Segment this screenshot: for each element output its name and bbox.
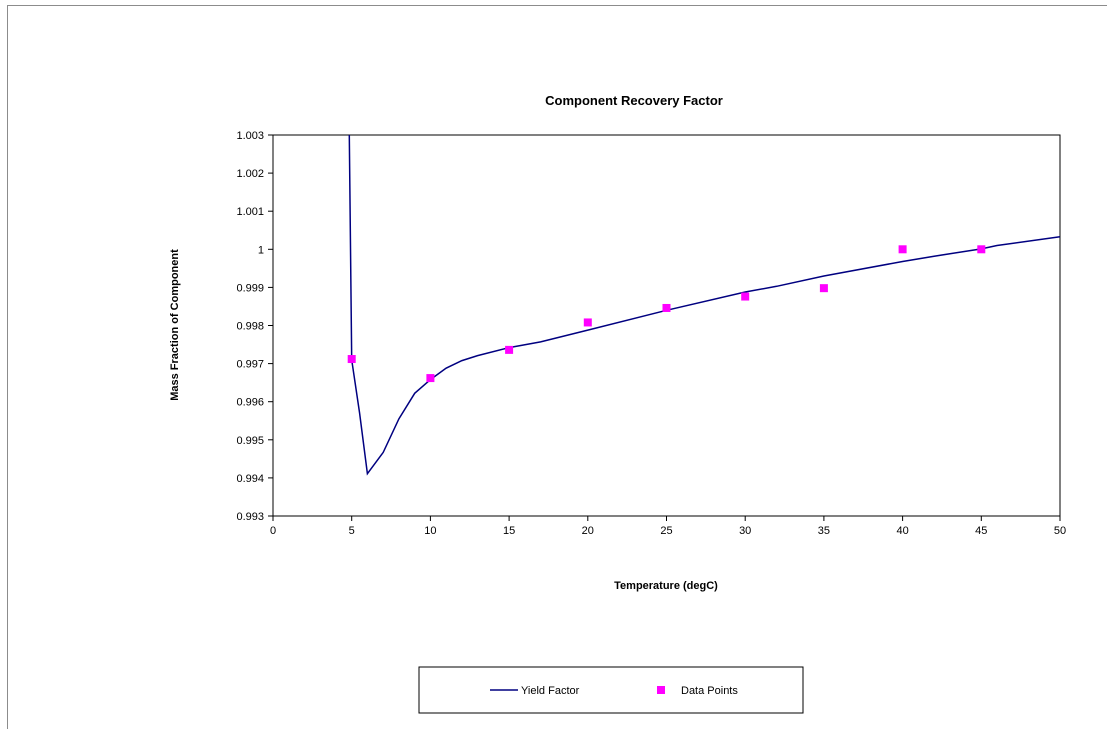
legend-marker-swatch <box>657 686 665 694</box>
y-tick-label: 0.995 <box>236 435 264 447</box>
x-tick-label: 35 <box>818 525 830 537</box>
y-tick-label: 0.998 <box>236 321 264 333</box>
legend: Yield Factor Data Points <box>418 666 804 714</box>
y-tick-label: 0.993 <box>236 511 264 523</box>
chart-title: Component Recovery Factor <box>545 93 723 108</box>
x-tick-label: 0 <box>270 525 276 537</box>
data-point <box>505 345 514 354</box>
data-point <box>819 284 828 293</box>
x-axis-title: Temperature (degC) <box>614 580 718 592</box>
data-point <box>977 245 986 254</box>
y-tick-label: 1.003 <box>236 130 264 142</box>
x-tick-label: 30 <box>739 525 751 537</box>
x-tick-label: 40 <box>896 525 908 537</box>
y-tick-label: 1.002 <box>236 168 264 180</box>
legend-label-yield-factor: Yield Factor <box>521 685 580 697</box>
data-point <box>662 303 671 312</box>
y-tick-label: 0.996 <box>236 397 264 409</box>
plot-border <box>272 134 1061 517</box>
y-tick-label: 0.994 <box>236 473 264 485</box>
legend-label-data-points: Data Points <box>681 685 738 697</box>
x-tick-label: 5 <box>349 525 355 537</box>
x-tick-label: 20 <box>582 525 594 537</box>
axes: 0 5 10 15 20 25 30 35 40 45 50 0.993 0.994 0.995 0.996… <box>236 130 1066 537</box>
y-tick-label: 0.999 <box>236 282 264 294</box>
y-axis-title: Mass Fraction of Component <box>169 249 181 401</box>
y-tick-label: 1 <box>258 244 264 256</box>
x-tick-label: 45 <box>975 525 987 537</box>
data-point <box>741 292 750 301</box>
chart-frame <box>7 5 1107 729</box>
plot-area <box>272 134 1061 517</box>
data-point <box>347 355 356 364</box>
data-point <box>898 245 907 254</box>
y-tick-label: 1.001 <box>236 206 264 218</box>
data-point <box>426 374 435 383</box>
x-tick-label: 25 <box>660 525 672 537</box>
legend-box <box>418 666 804 714</box>
y-tick-label: 0.997 <box>236 359 264 371</box>
x-tick-label: 50 <box>1054 525 1066 537</box>
x-tick-label: 10 <box>424 525 436 537</box>
data-point <box>583 318 592 327</box>
x-tick-label: 15 <box>503 525 515 537</box>
series-layer <box>347 134 1061 476</box>
